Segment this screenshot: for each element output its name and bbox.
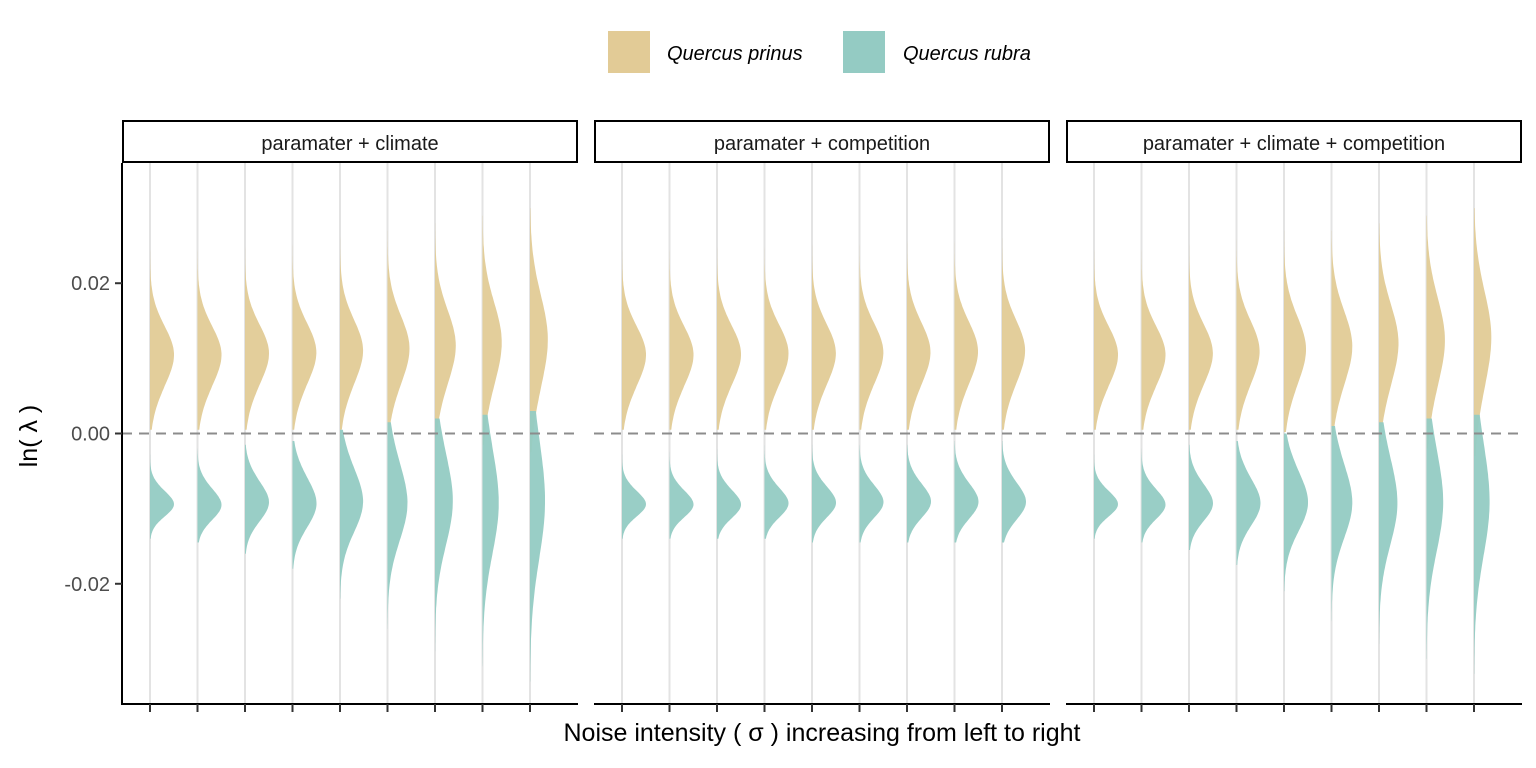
violin (717, 448, 741, 539)
violin (387, 230, 410, 432)
legend-swatch (843, 31, 885, 73)
violin (1094, 448, 1118, 539)
violin (1094, 238, 1118, 430)
violin (482, 414, 499, 667)
violin (292, 441, 317, 569)
violin (245, 238, 269, 430)
violin (1474, 208, 1492, 456)
violin (245, 444, 269, 554)
violin (1426, 215, 1445, 449)
violin (764, 238, 789, 430)
legend-swatch (608, 31, 650, 73)
violin (764, 444, 789, 539)
violin (1426, 418, 1444, 659)
violin (1236, 441, 1261, 565)
legend-label: Quercus prinus (667, 43, 803, 65)
violin (1002, 441, 1026, 543)
violin (292, 238, 317, 430)
violin (1379, 223, 1399, 443)
facet-strip-label: paramater + climate + competition (1143, 133, 1445, 155)
y-tick-label: 0.00 (71, 424, 110, 446)
violin (812, 238, 836, 430)
violin (954, 238, 978, 430)
violin (622, 448, 646, 539)
y-axis: 0.02 0.00 -0.02 (64, 163, 123, 705)
violin (387, 422, 408, 629)
violin (197, 238, 222, 430)
violin (1474, 414, 1490, 674)
violin (859, 238, 884, 430)
facet-panel: paramater + climate (122, 120, 578, 712)
facet-strip (594, 120, 1050, 163)
violin (150, 238, 174, 430)
y-tick-label: -0.02 (64, 574, 110, 596)
legend-item: Quercus prinus (608, 31, 803, 73)
violin (1284, 433, 1308, 592)
facet-strip-label: paramater + climate (261, 133, 438, 155)
violin (530, 208, 548, 453)
violin (1236, 238, 1260, 430)
violin (482, 215, 502, 445)
violin (1331, 426, 1353, 622)
violin (1331, 230, 1353, 438)
violin (1002, 238, 1026, 430)
panels: paramater + climate paramater + competiti… (122, 120, 1522, 712)
violin (340, 230, 364, 430)
x-axis-title: Noise intensity ( σ ) increasing from le… (563, 719, 1080, 747)
facet-strip-label: paramater + competition (714, 133, 930, 155)
violin (1141, 448, 1166, 543)
violin (435, 223, 456, 438)
violin (1189, 444, 1213, 550)
legend-item: Quercus rubra (843, 31, 1031, 73)
violin (859, 444, 884, 543)
violin (954, 441, 979, 543)
violin (1379, 422, 1398, 644)
violin (197, 448, 222, 543)
violin (150, 448, 174, 539)
facet-panel: paramater + competition (594, 120, 1050, 712)
violin (669, 448, 694, 539)
violin (669, 238, 694, 430)
violin (812, 444, 836, 543)
violin (1284, 230, 1306, 432)
facet-panel: paramater + climate + competition (1066, 120, 1522, 712)
violin (622, 238, 646, 430)
facet-strip (1066, 120, 1522, 163)
legend-label: Quercus rubra (903, 43, 1031, 65)
y-axis-title: ln( λ ) (15, 405, 43, 468)
legend: Quercus prinus Quercus rubra (608, 31, 1031, 73)
violin (907, 238, 931, 430)
violin (1141, 238, 1166, 430)
violin (717, 238, 741, 430)
violin (435, 418, 453, 652)
violin (530, 411, 545, 682)
violin (1189, 238, 1213, 430)
violin (907, 444, 931, 543)
y-tick-label: 0.02 (71, 273, 110, 295)
facet-strip (122, 120, 578, 163)
violin (340, 429, 364, 599)
